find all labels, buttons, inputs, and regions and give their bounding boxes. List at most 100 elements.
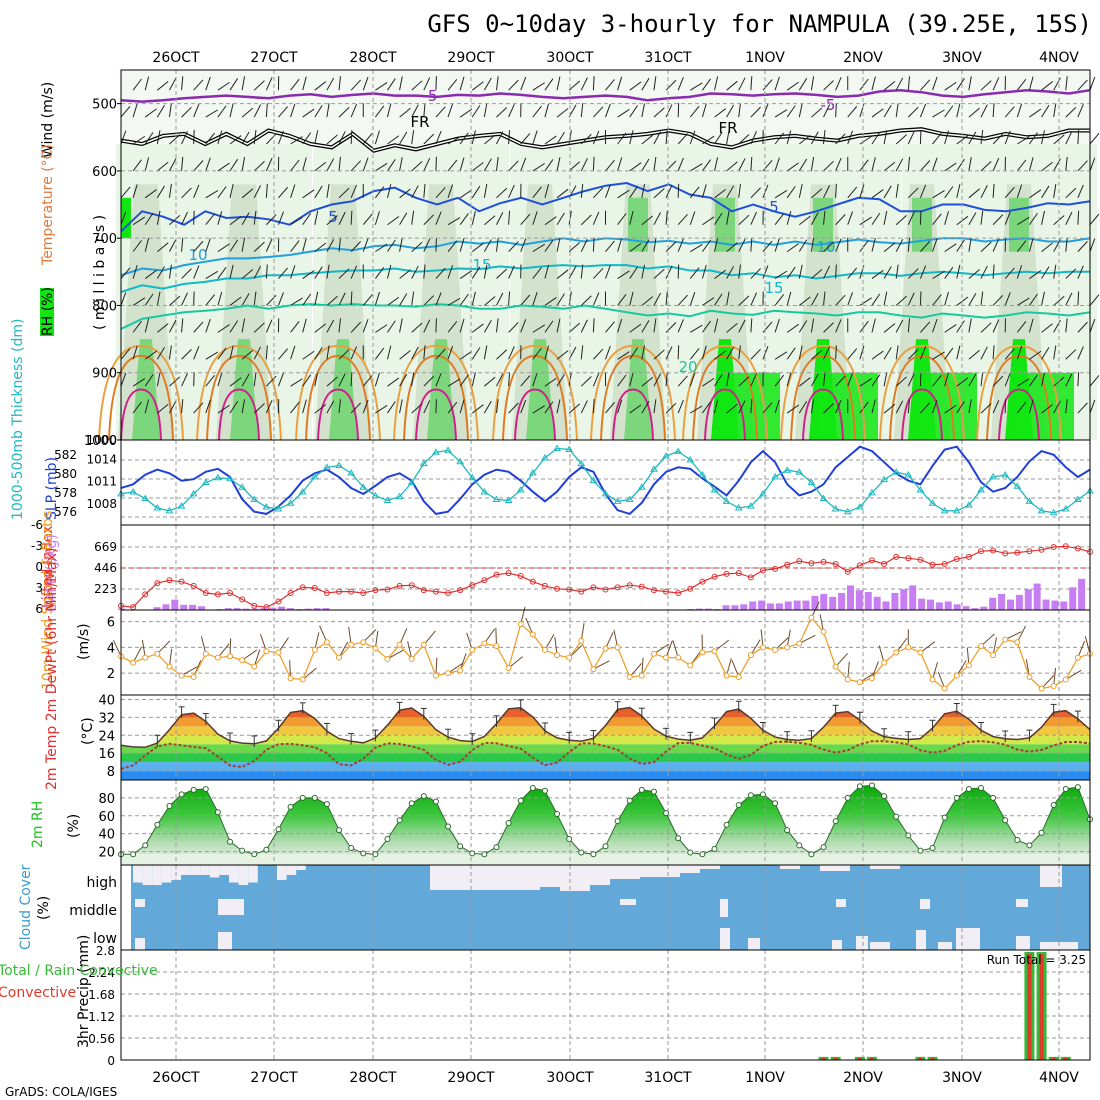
wind-barb <box>423 103 426 118</box>
wind-barb <box>992 103 995 118</box>
wind-barb <box>520 375 531 387</box>
wind-barb <box>229 401 239 414</box>
wind-barb <box>919 103 927 118</box>
wind-barb <box>689 292 696 306</box>
lifted-index-point <box>699 578 706 585</box>
wind-barb <box>580 158 588 172</box>
wind-barb <box>762 240 773 252</box>
thickness-point <box>456 457 465 465</box>
wind10-point <box>1038 685 1045 692</box>
wind-barb <box>423 133 435 145</box>
cape-bar <box>838 593 846 610</box>
wind-barb <box>1053 103 1057 118</box>
wind-barb <box>1041 104 1050 118</box>
wind-barb <box>629 291 634 306</box>
rh2m-point <box>396 817 403 824</box>
wind-barb <box>1053 264 1057 279</box>
wind-barb <box>859 240 869 252</box>
temp-contour-warm <box>492 344 578 441</box>
li-tick-label: -3 <box>31 539 43 553</box>
thickness-point <box>407 478 416 485</box>
wind10-point <box>445 670 452 677</box>
wind-barb <box>132 320 142 333</box>
cape-bar <box>171 599 179 610</box>
wind-barb <box>132 184 138 198</box>
rh2m-point <box>759 791 766 798</box>
thickness-point <box>250 495 259 502</box>
temp-contour-warm <box>108 354 174 441</box>
cape-bar <box>1078 578 1086 610</box>
wind-barb <box>847 130 854 145</box>
slp-right-label: SLP (mb) <box>44 457 60 520</box>
wind-barb <box>956 184 961 198</box>
wind-barb-10m <box>1016 625 1026 643</box>
precip-conv-bar <box>821 1057 826 1060</box>
cape-bar <box>1069 587 1077 610</box>
wind-barb <box>786 404 799 414</box>
wind-barb <box>580 376 592 387</box>
rh2m-point <box>384 836 391 843</box>
wind-barb <box>738 376 750 387</box>
wind-barb <box>810 373 819 387</box>
wind10-point <box>602 645 609 652</box>
wind-barb <box>823 322 834 333</box>
wind-barb <box>653 399 657 414</box>
thickness-point <box>734 504 743 511</box>
thickness-point <box>625 495 634 502</box>
temp-contour-warm <box>206 354 272 441</box>
wind-barb <box>459 293 469 306</box>
wind-barb <box>471 323 484 333</box>
wind10-point <box>977 643 984 650</box>
wind-barb <box>786 130 792 145</box>
wind10-point <box>336 654 343 661</box>
wind-barb <box>471 185 481 199</box>
wind-barb-10m <box>156 640 171 655</box>
lifted-index-point <box>275 598 282 605</box>
rh2m-point <box>275 826 282 833</box>
wind-barb <box>714 131 723 145</box>
rh-shade-core <box>624 339 652 440</box>
cloud-low-bar <box>870 942 890 950</box>
precip-conv-bar <box>1027 953 1032 1060</box>
rh2m-point <box>1050 802 1057 809</box>
thickness-point <box>686 455 695 463</box>
wind-barb <box>447 321 458 333</box>
wind-barb <box>290 184 296 198</box>
wind-barb <box>580 345 584 360</box>
wind-barb <box>508 241 519 252</box>
wind-barb <box>617 318 623 333</box>
wind-barb <box>532 130 538 145</box>
wind-barb <box>1004 348 1015 360</box>
wind-barb <box>968 107 980 118</box>
wind-barb <box>193 346 200 360</box>
wind-barb <box>1053 183 1057 198</box>
wind10-point <box>893 649 900 656</box>
temp-contour-warm <box>393 344 479 441</box>
wind-barb <box>653 373 661 387</box>
rh-shade-mid <box>912 197 932 252</box>
wind-barb <box>156 372 161 387</box>
wind-barb <box>980 265 988 279</box>
wind-barb <box>326 400 335 414</box>
rh2m-point <box>142 842 149 849</box>
wind-barb <box>1029 350 1042 360</box>
wind10-point <box>881 659 888 666</box>
wind-barb <box>229 78 239 91</box>
precip-conv-bar <box>1063 1057 1068 1060</box>
wind10-point <box>699 649 706 656</box>
wind-barb <box>193 265 200 279</box>
wind-barb <box>919 265 927 279</box>
wind-barb <box>919 184 927 199</box>
lifted-index-point <box>832 560 839 567</box>
wind-barb <box>532 82 545 91</box>
wind-barb <box>1004 211 1011 225</box>
wind-barb <box>156 266 165 279</box>
wind-barb <box>907 76 911 91</box>
temp-band <box>121 726 1090 736</box>
rh2m-point <box>372 851 379 858</box>
wind10-point <box>638 672 645 679</box>
rh2m-point <box>299 794 306 801</box>
wind-barb <box>375 324 388 333</box>
wind-barb <box>144 374 154 387</box>
wind-barb <box>701 401 712 414</box>
